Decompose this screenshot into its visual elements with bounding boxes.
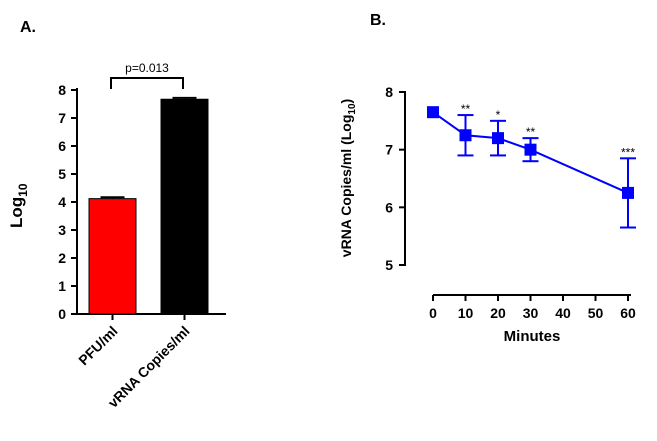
panel-a-y-ticks: 0 1 2 3 4 5 6 7 8	[58, 82, 77, 322]
panel-b-x-tick-label: 30	[523, 305, 539, 321]
panel-a-y-tick-label: 6	[58, 138, 66, 154]
panel-b-y-tick-label: 6	[385, 199, 393, 215]
panel-a-y-tick-label: 8	[58, 82, 66, 98]
panel-b-y-tick-label: 7	[385, 142, 393, 158]
data-point	[524, 143, 537, 156]
panel-a-significance-bracket	[110, 77, 184, 89]
panel-b-x-tick-label: 60	[620, 305, 636, 321]
panel-a-y-tick-label: 2	[58, 250, 66, 266]
panel-b-x-ticks: 0 10 20 30 40 50 60	[429, 295, 636, 321]
data-point	[492, 132, 504, 145]
data-point	[459, 129, 472, 142]
panel-a-x-tick-label: PFU/ml	[75, 323, 120, 368]
panel-a-y-tick-label: 4	[58, 194, 66, 210]
panel-a-y-tick-label: 0	[58, 306, 66, 322]
panel-a-y-tick-label: 5	[58, 166, 66, 182]
panel-a-y-tick-label: 3	[58, 222, 66, 238]
significance-marker: *	[496, 108, 501, 122]
significance-marker: **	[526, 125, 536, 139]
data-point	[622, 186, 634, 199]
panel-b-y-tick-label: 5	[385, 257, 393, 273]
bar	[160, 98, 209, 315]
panel-a-p-value: p=0.013	[125, 61, 169, 75]
panel-a-y-tick-label: 1	[58, 278, 66, 294]
panel-b-x-tick-label: 0	[429, 305, 437, 321]
significance-marker: **	[461, 102, 471, 116]
panel-b-x-tick-label: 40	[555, 305, 571, 321]
panel-a-y-axis-label: Log10	[7, 183, 30, 228]
panel-b-x-tick-label: 20	[490, 305, 506, 321]
panel-a-bars	[88, 96, 209, 315]
data-point	[427, 106, 439, 119]
bar	[88, 198, 137, 315]
panel-b-series: ** ******	[427, 102, 636, 229]
significance-marker: ***	[621, 145, 635, 159]
panel-b-y-tick-label: 8	[385, 84, 393, 100]
panel-a-y-tick-label: 7	[58, 110, 66, 126]
panel-b-label: B.	[370, 12, 386, 29]
panel-b-y-axis-label: vRNA Copies/ml (Log10)	[338, 99, 358, 257]
panel-b-x-tick-label: 50	[588, 305, 604, 321]
panel-b-y-ticks: 5 6 7 8	[385, 84, 405, 273]
panel-b-x-axis-label: Minutes	[504, 328, 561, 345]
panel-a-label: A.	[20, 19, 36, 36]
panel-b-x-tick-label: 10	[458, 305, 474, 321]
